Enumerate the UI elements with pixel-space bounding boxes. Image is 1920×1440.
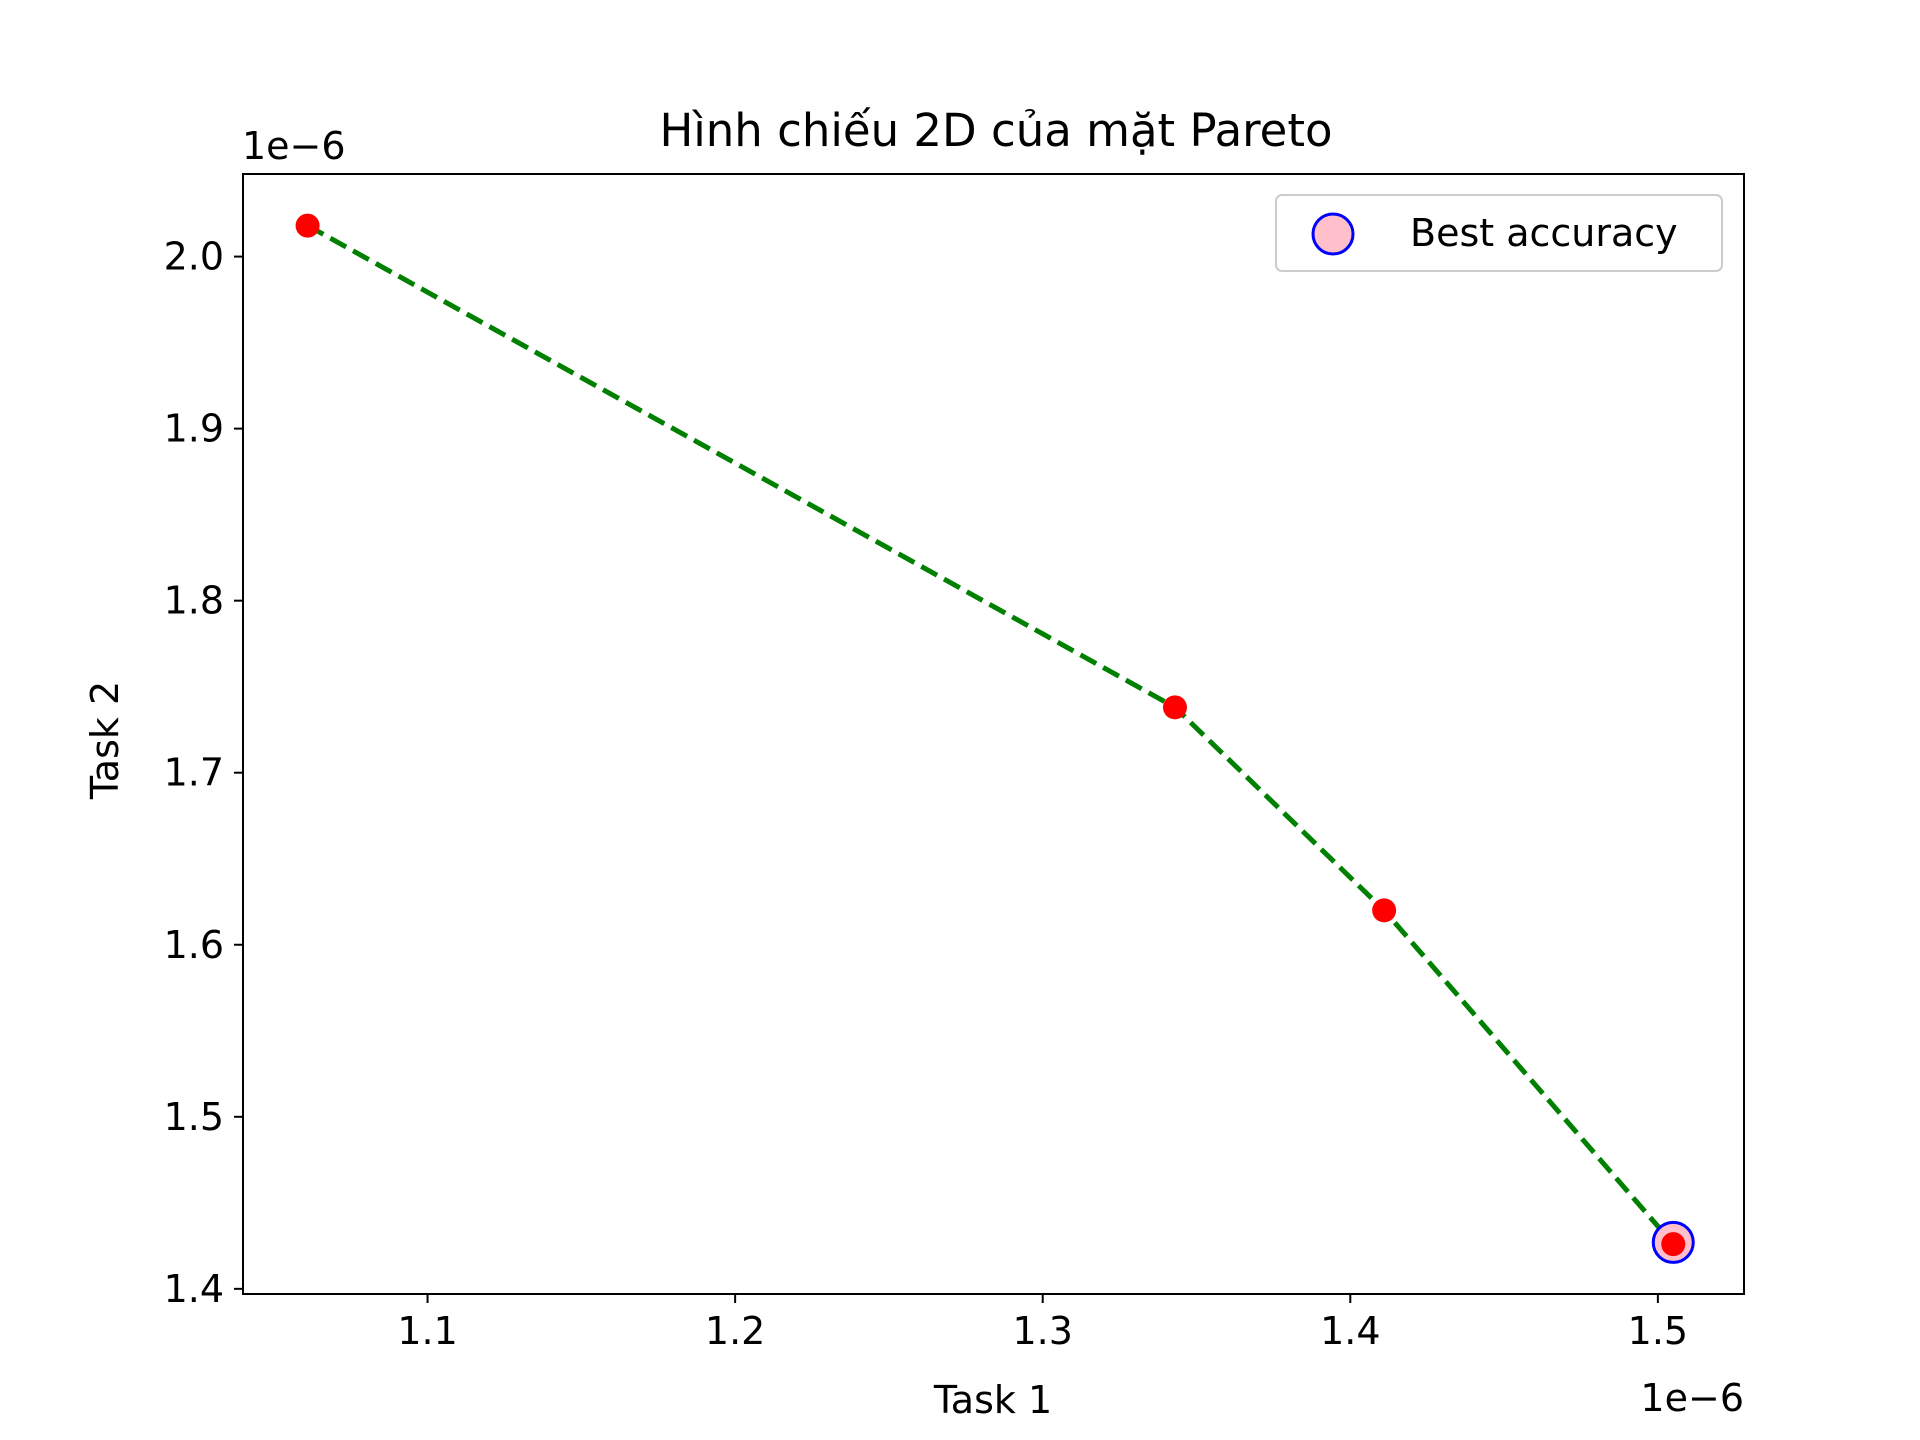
y-tick-label: 1.4 xyxy=(164,1267,224,1311)
y-tick-label: 1.7 xyxy=(164,751,224,795)
x-tick-label: 1.4 xyxy=(1320,1309,1380,1353)
x-tick-label: 1.1 xyxy=(397,1309,457,1353)
y-tick-label: 2.0 xyxy=(164,235,224,279)
pareto-front-line xyxy=(306,223,1676,1246)
x-tick-label: 1.2 xyxy=(705,1309,765,1353)
plot-frame xyxy=(242,173,1745,1295)
y-offset-label: 1e−6 xyxy=(242,124,346,168)
y-axis-label: Task 2 xyxy=(83,681,127,800)
chart-title: Hình chiếu 2D của mặt Pareto xyxy=(659,104,1332,157)
y-tick-label: 1.5 xyxy=(164,1095,224,1139)
plot-marks xyxy=(295,213,1695,1264)
pareto-point xyxy=(1162,695,1187,720)
axis-ticks: 1.1 1.2 1.3 1.4 1.5 1.4 1.5 1.6 1.7 1.8 1.9 2.0 xyxy=(164,235,1689,1353)
x-tick-label: 1.5 xyxy=(1628,1309,1688,1353)
x-tick-label: 1.3 xyxy=(1012,1309,1072,1353)
legend-marker-best-accuracy xyxy=(1311,212,1355,256)
pareto-point xyxy=(295,213,320,238)
y-tick-label: 1.9 xyxy=(164,407,224,451)
x-axis-label: Task 1 xyxy=(933,1378,1052,1422)
legend: Best accuracy xyxy=(1275,194,1723,272)
y-tick-label: 1.8 xyxy=(164,579,224,623)
legend-label-best-accuracy: Best accuracy xyxy=(1410,211,1678,255)
y-tick-label: 1.6 xyxy=(164,923,224,967)
pareto-point xyxy=(1372,898,1397,923)
pareto-point xyxy=(1661,1232,1686,1257)
legend-box xyxy=(1275,194,1723,272)
x-offset-label: 1e−6 xyxy=(1640,1376,1744,1420)
